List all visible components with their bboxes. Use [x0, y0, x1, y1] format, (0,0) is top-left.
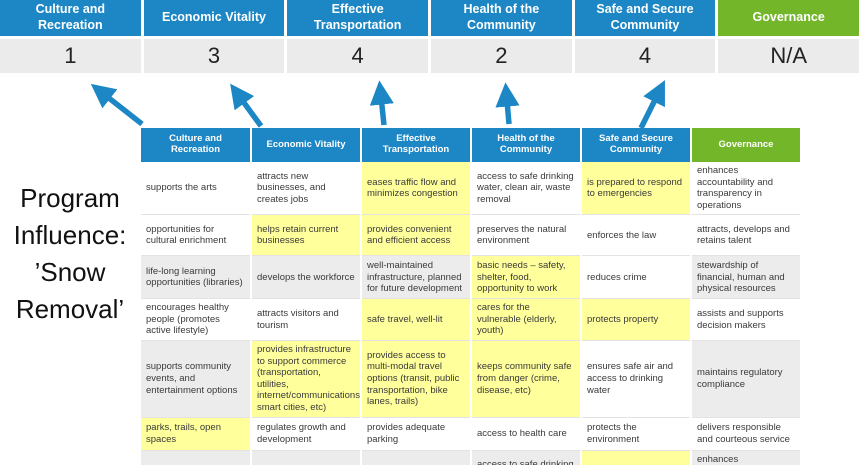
matrix-header: Culture and Recreation Economic Vitality… [141, 128, 802, 162]
matrix-cell: life-long learning opportunities (librar… [141, 255, 252, 300]
matrix-cell: attracts, develops and retains talent [691, 214, 802, 257]
title-line: ’Snow [34, 256, 106, 287]
matrix-cell: provides access to multi-modal travel op… [361, 340, 472, 418]
priority-box-culture: Culture and Recreation [0, 0, 141, 36]
program-influence-title: Program Influence: ’Snow Removal’ [0, 180, 140, 328]
matrix-cell: eases traffic flow and minimizes congest… [361, 162, 472, 216]
matrix-cell: attracts new businesses, and creates job… [251, 162, 362, 216]
matrix-cell: safe travel, well-lit [361, 298, 472, 342]
influence-matrix: Culture and Recreation Economic Vitality… [141, 128, 802, 465]
matrix-cell: enhances accountability and transparency… [691, 450, 802, 465]
matrix-cell: ensures safe air and access to drinking … [581, 340, 692, 418]
matrix-cell: protects the environment [581, 417, 692, 451]
matrix-cell: develops the workforce [251, 255, 362, 300]
score-economic: 3 [143, 39, 285, 73]
column-header-governance: Governance [691, 128, 802, 162]
matrix-cell: delivers responsible and courteous servi… [691, 417, 802, 451]
matrix-cell: basic needs – safety, shelter, food, opp… [471, 255, 582, 300]
matrix-cell: encourages healthy people (promotes acti… [141, 298, 252, 342]
score-culture: 1 [0, 39, 141, 73]
priority-box-transportation: Effective Transportation [287, 0, 428, 36]
matrix-cell: provides adequate parking [361, 417, 472, 451]
matrix-cell: access to health care [471, 417, 582, 451]
matrix-cell: maintains regulatory compliance [691, 340, 802, 418]
matrix-cell: supports community events, and entertain… [141, 340, 252, 418]
matrix-cell: stewardship of financial, human and phys… [691, 255, 802, 300]
up-arrow-icon [638, 80, 665, 130]
up-arrow-icon [369, 80, 394, 126]
table-row: opportunities for cultural enrichment hel… [141, 214, 802, 257]
column-header-culture: Culture and Recreation [141, 128, 252, 162]
matrix-cell: well-maintained infrastructure, planned … [361, 255, 472, 300]
score-health: 2 [431, 39, 572, 73]
matrix-header-row: Culture and Recreation Economic Vitality… [141, 128, 802, 162]
score-row: 1 3 4 2 4 N/A [0, 39, 859, 73]
matrix-cell: enhances accountability and transparency… [691, 162, 802, 216]
matrix-cell [141, 450, 252, 465]
matrix-body: supports the arts attracts new businesses… [141, 162, 802, 465]
priority-box-governance: Governance [718, 0, 859, 36]
up-arrow-icon [90, 83, 144, 127]
table-row: supports the arts attracts new businesses… [141, 162, 802, 216]
matrix-cell: walkable community [361, 450, 472, 465]
table-row: life-long learning opportunities (librar… [141, 255, 802, 300]
matrix-cell: opportunities for cultural enrichment [141, 214, 252, 257]
priority-box-safety: Safe and Secure Community [574, 0, 716, 36]
matrix-cell: preserves the natural environment [471, 214, 582, 257]
matrix-cell: access to safe drinking water, clean air… [471, 450, 582, 465]
table-row: encourages healthy people (promotes acti… [141, 298, 802, 342]
matrix-cell: enforces the law [581, 214, 692, 257]
matrix-cell: keeps community safe from danger (crime,… [471, 340, 582, 418]
up-arrow-icon [230, 83, 264, 128]
matrix-cell: regulates growth and development [251, 417, 362, 451]
matrix-cell: cares for the vulnerable (elderly, youth… [471, 298, 582, 342]
matrix-cell: supports the arts [141, 162, 252, 216]
table-row: vibrant downtownwalkable communityaccess… [141, 450, 802, 465]
matrix-cell: reduces crime [581, 255, 692, 300]
score-safety: 4 [574, 39, 716, 73]
matrix-cell: assists and supports decision makers [691, 298, 802, 342]
matrix-cell: provides infrastructure to support comme… [251, 340, 362, 418]
table-row: parks, trails, open spaces regulates grow… [141, 417, 802, 451]
matrix-cell: parks, trails, open spaces [141, 417, 252, 451]
priority-box-health: Health of the Community [431, 0, 572, 36]
column-header-safety: Safe and Secure Community [581, 128, 692, 162]
matrix-cell: provides safe travel and mobility [581, 450, 692, 465]
title-line: Program [20, 183, 120, 213]
column-header-transportation: Effective Transportation [361, 128, 472, 162]
priority-banner: Culture and Recreation Economic Vitality… [0, 0, 859, 36]
column-header-health: Health of the Community [471, 128, 582, 162]
up-arrow-icon [495, 82, 520, 125]
column-header-economic: Economic Vitality [251, 128, 362, 162]
matrix-cell: provides convenient and efficient access [361, 214, 472, 257]
score-governance: N/A [718, 39, 859, 73]
score-transportation: 4 [287, 39, 428, 73]
title-line: Removal’ [15, 293, 125, 324]
matrix-cell: access to safe drinking water, clean air… [471, 162, 582, 216]
matrix-cell: vibrant downtown [251, 450, 362, 465]
matrix-cell: protects property [581, 298, 692, 342]
matrix-cell: helps retain current businesses [251, 214, 362, 257]
table-row: supports community events, and entertain… [141, 340, 802, 418]
matrix-cell: is prepared to respond to emergencies [581, 162, 692, 216]
title-line: Influence: [13, 219, 127, 250]
priority-box-economic: Economic Vitality [143, 0, 285, 36]
matrix-cell: attracts visitors and tourism [251, 298, 362, 342]
arrows-group [90, 80, 665, 130]
